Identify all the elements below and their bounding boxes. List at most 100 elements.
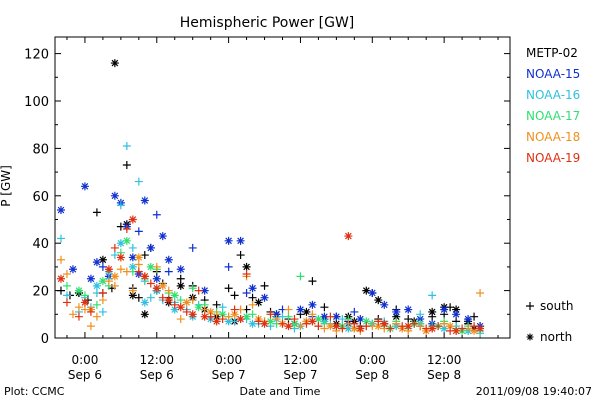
point-north	[230, 310, 239, 319]
point-south	[314, 322, 323, 331]
x-tick-date-label: Sep 7	[212, 368, 246, 382]
point-south	[242, 270, 251, 279]
point-north	[476, 324, 485, 333]
y-tick-label: 80	[32, 142, 49, 157]
point-south	[122, 160, 131, 169]
point-north	[260, 293, 269, 302]
asterisk-marker-icon	[526, 333, 534, 341]
point-south	[470, 312, 479, 321]
point-south	[284, 305, 293, 314]
y-tick-label: 100	[24, 95, 49, 110]
point-north	[164, 255, 173, 264]
point-south	[188, 243, 197, 252]
point-north	[308, 300, 317, 309]
point-south	[350, 319, 359, 328]
point-south	[122, 142, 131, 151]
point-north	[380, 319, 389, 328]
point-south	[98, 262, 107, 271]
y-tick-label: 120	[24, 48, 49, 63]
footer-timestamp: 2011/09/08 19:40:07	[476, 385, 592, 398]
point-south	[308, 310, 317, 319]
point-south	[416, 322, 425, 331]
point-south	[404, 315, 413, 324]
point-north	[248, 319, 257, 328]
point-north	[176, 303, 185, 312]
point-north	[332, 312, 341, 321]
point-north	[440, 305, 449, 314]
point-south	[134, 227, 143, 236]
point-north	[146, 262, 155, 271]
point-south	[92, 300, 101, 309]
point-north	[86, 274, 95, 283]
point-south	[290, 315, 299, 324]
point-south	[218, 303, 227, 312]
point-north	[446, 322, 455, 331]
point-south	[158, 293, 167, 302]
point-north	[374, 322, 383, 331]
point-south	[122, 267, 131, 276]
plus-marker-icon	[526, 302, 534, 310]
point-south	[236, 251, 245, 260]
point-north	[128, 253, 137, 262]
point-south	[470, 322, 479, 331]
point-north	[92, 281, 101, 290]
point-south	[392, 319, 401, 328]
point-south	[410, 319, 419, 328]
point-south	[80, 291, 89, 300]
y-tick-label: 60	[32, 190, 49, 205]
point-south	[92, 208, 101, 217]
point-north	[74, 286, 83, 295]
point-south	[98, 296, 107, 305]
point-north	[194, 303, 203, 312]
marker-legend-label: north	[540, 330, 572, 344]
legend-entry: NOAA-18	[526, 130, 580, 144]
point-south	[104, 277, 113, 286]
point-north	[344, 324, 353, 333]
point-south	[176, 274, 185, 283]
point-south	[176, 315, 185, 324]
point-north	[362, 317, 371, 326]
point-north	[104, 265, 113, 274]
point-north	[80, 298, 89, 307]
point-south	[134, 293, 143, 302]
point-south	[74, 312, 83, 321]
point-north	[128, 262, 137, 271]
point-south	[128, 243, 137, 252]
point-south	[62, 270, 71, 279]
point-north	[98, 255, 107, 264]
point-south	[374, 317, 383, 326]
point-north	[362, 286, 371, 295]
point-south	[320, 303, 329, 312]
x-axis-label: Date and Time	[240, 385, 321, 398]
marker-legend-entry: north	[526, 330, 572, 344]
point-south	[86, 307, 95, 316]
legend-entry: NOAA-19	[526, 151, 580, 165]
point-north	[356, 315, 365, 324]
point-north	[56, 274, 65, 283]
point-north	[416, 315, 425, 324]
point-north	[68, 265, 77, 274]
point-south	[362, 322, 371, 331]
point-south	[134, 260, 143, 269]
point-north	[344, 232, 353, 241]
point-south	[170, 300, 179, 309]
point-north	[140, 196, 149, 205]
point-south	[194, 286, 203, 295]
x-tick-time-label: 12:00	[139, 353, 174, 367]
point-north	[170, 291, 179, 300]
point-south	[218, 315, 227, 324]
point-south	[200, 305, 209, 314]
point-south	[56, 286, 65, 295]
point-south	[134, 267, 143, 276]
point-north	[206, 307, 215, 316]
y-tick-label: 40	[32, 237, 49, 252]
point-north	[218, 310, 227, 319]
point-north	[428, 307, 437, 316]
point-south	[476, 288, 485, 297]
point-south	[212, 300, 221, 309]
point-south	[248, 300, 257, 309]
point-north	[356, 324, 365, 333]
point-south	[122, 224, 131, 233]
point-south	[152, 262, 161, 271]
point-north	[380, 300, 389, 309]
